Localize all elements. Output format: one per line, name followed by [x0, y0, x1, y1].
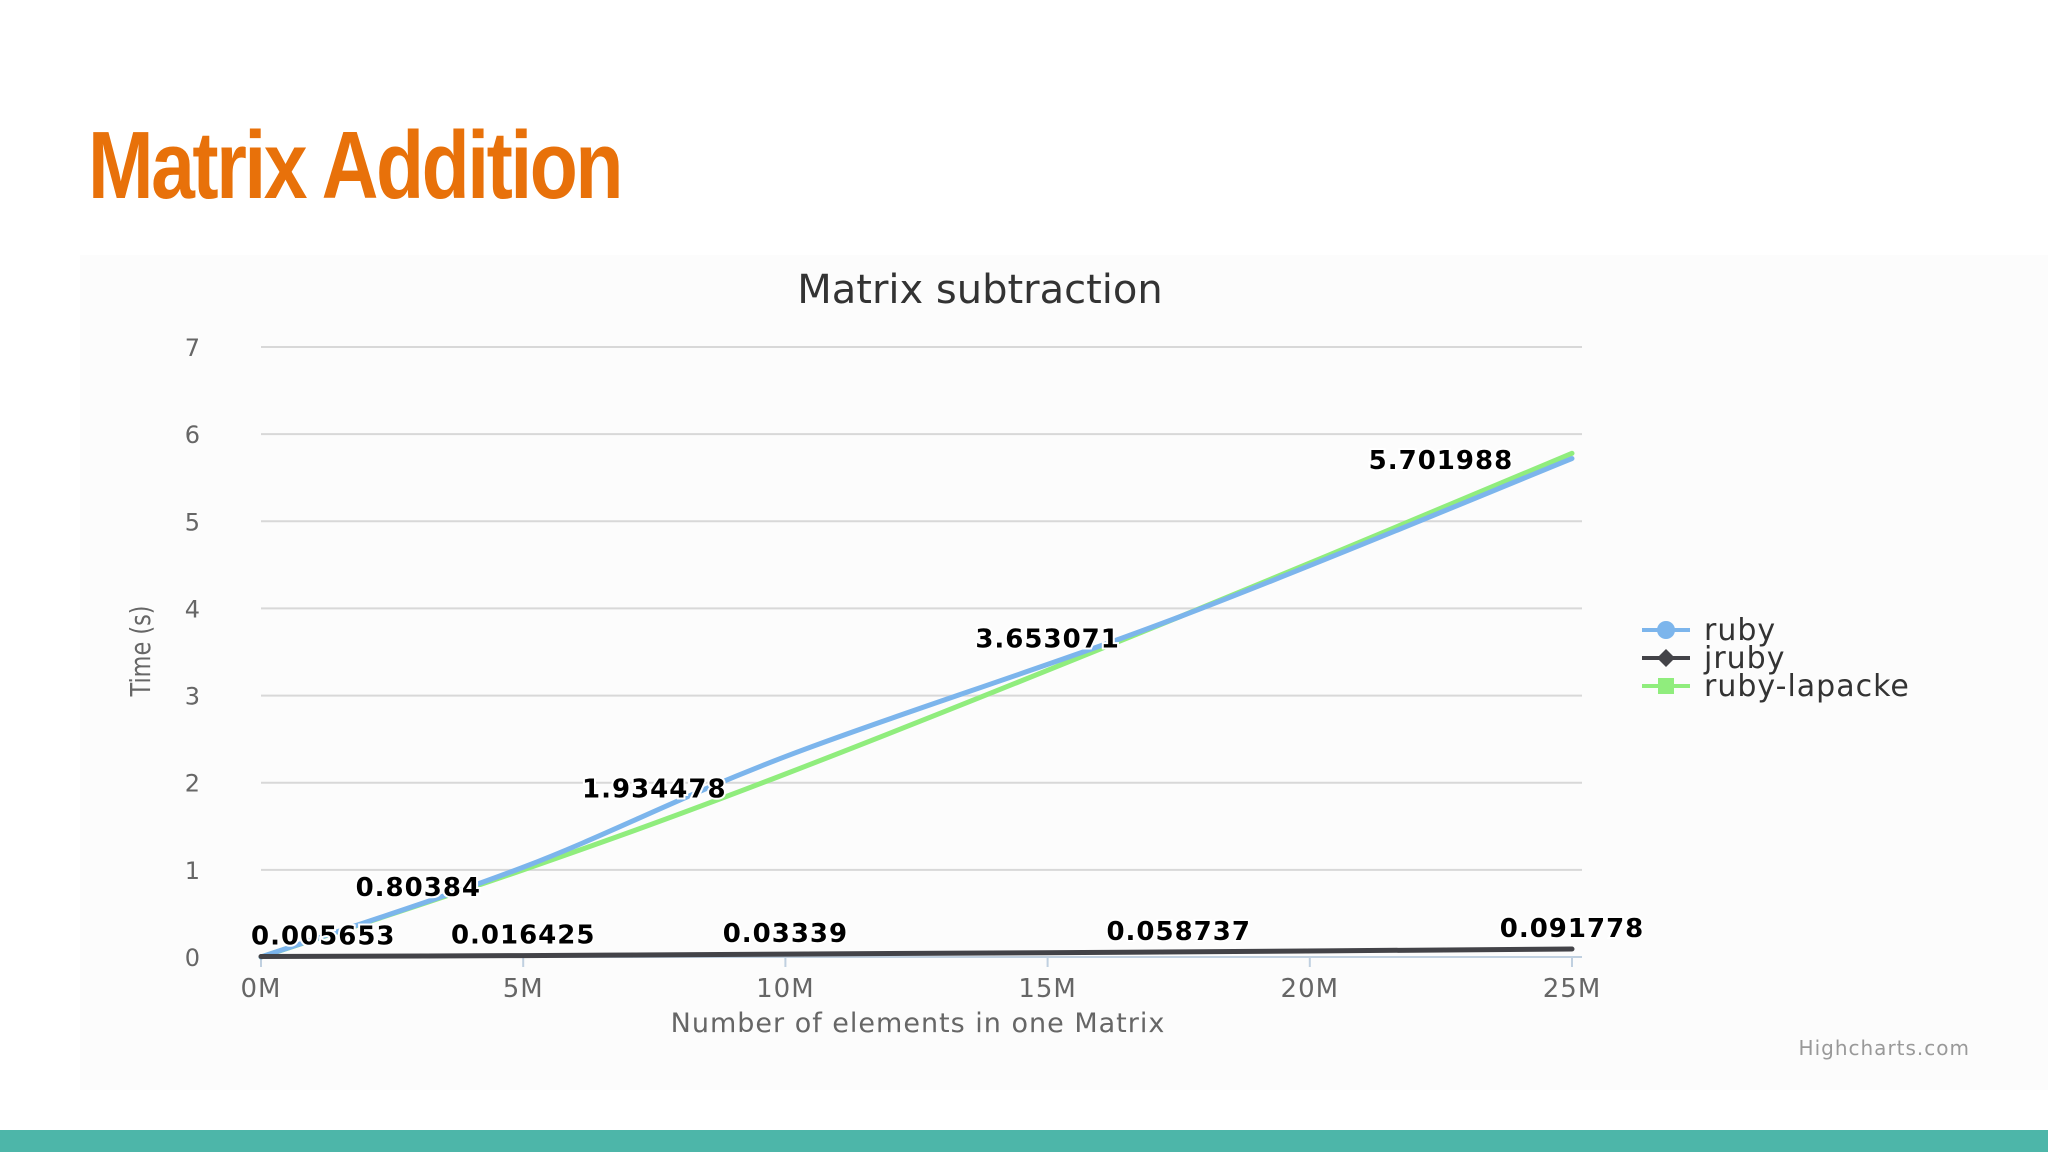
legend-item-ruby[interactable]: ruby	[1642, 613, 1776, 648]
x-tick-label: 5M	[503, 974, 544, 1004]
bottom-accent-bar	[0, 1130, 2048, 1152]
x-tick-label: 20M	[1281, 974, 1340, 1004]
line-chart: Matrix subtraction 0 1 2 3 4 5 6 7 0M 5M 10M 15M 20M…	[80, 255, 2048, 1090]
data-labels: 0.005653 0.016425 0.03339 0.058737 0.091778 0…	[249, 444, 1645, 953]
data-label: 5.701988	[1369, 446, 1514, 476]
y-tick-label: 3	[185, 683, 200, 711]
legend-item-ruby-lapacke[interactable]: ruby-lapacke	[1642, 669, 1910, 704]
series-line-jruby	[258, 946, 1575, 960]
highcharts-credit[interactable]: Highcharts.com	[1799, 1036, 1970, 1060]
x-tick-label: 15M	[1018, 974, 1077, 1004]
data-label: 0.016425	[451, 921, 596, 951]
y-tick-label: 0	[185, 944, 200, 972]
axes: 0 1 2 3 4 5 6 7 0M 5M 10M 15M 20M 25M	[185, 334, 1602, 1004]
y-axis-title: Time (s)	[123, 605, 156, 697]
diamond-marker-icon	[1657, 649, 1675, 667]
legend-label: ruby	[1704, 613, 1776, 648]
data-label: 0.80384	[356, 873, 481, 903]
y-tick-label: 6	[185, 421, 200, 449]
slide-title: Matrix Addition	[88, 112, 624, 219]
chart-title: Matrix subtraction	[797, 267, 1163, 313]
chart-container: Matrix subtraction 0 1 2 3 4 5 6 7 0M 5M 10M 15M 20M…	[80, 255, 2048, 1090]
x-tick-label: 10M	[756, 974, 815, 1004]
x-tick-label: 25M	[1543, 974, 1602, 1004]
circle-marker-icon	[1657, 621, 1675, 639]
data-label: 3.653071	[975, 625, 1120, 655]
legend-label: jruby	[1703, 641, 1785, 676]
data-label: 0.03339	[723, 919, 848, 949]
data-label: 0.058737	[1106, 917, 1251, 947]
x-axis-title: Number of elements in one Matrix	[671, 1008, 1166, 1039]
data-label: 1.934478	[582, 774, 727, 804]
y-tick-label: 7	[185, 334, 200, 362]
square-marker-icon	[1658, 678, 1674, 694]
x-tick-label: 0M	[241, 974, 282, 1004]
y-tick-label: 1	[185, 857, 200, 885]
y-tick-label: 2	[185, 770, 200, 798]
grid-lines	[261, 346, 1582, 871]
legend-label: ruby-lapacke	[1704, 669, 1910, 704]
y-tick-label: 4	[185, 595, 200, 623]
series-line-ruby	[258, 456, 1575, 960]
series-lines	[258, 450, 1575, 960]
y-tick-label: 5	[185, 508, 200, 536]
legend-item-jruby[interactable]: jruby	[1642, 641, 1785, 676]
data-label: 0.091778	[1500, 914, 1645, 944]
data-label: 0.005653	[251, 922, 396, 952]
